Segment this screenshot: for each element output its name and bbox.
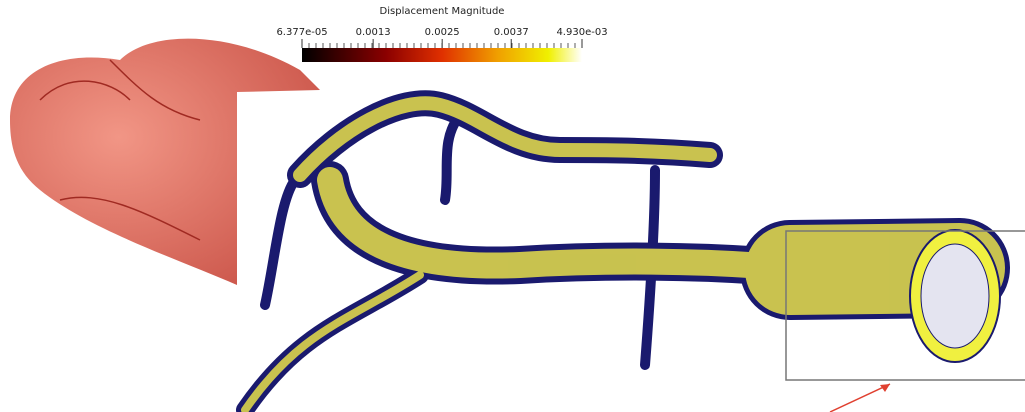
tick-label: 0.0013 <box>356 27 391 38</box>
tick-label: 4.930e-03 <box>556 27 607 38</box>
colorbar-title: Displacement Magnitude <box>380 6 505 17</box>
pointer-arrow <box>830 384 890 412</box>
visualization: Displacement Magnitude 6.377e-05 0.0013 0.… <box>0 0 1025 412</box>
colorbar <box>302 48 582 62</box>
tick-label: 6.377e-05 <box>276 27 327 38</box>
tick-label: 0.0037 <box>494 27 529 38</box>
colorbar-axis: 6.377e-05 0.0013 0.0025 0.0037 4.930e-03 <box>276 27 607 48</box>
tick-label: 0.0025 <box>425 27 460 38</box>
mesh-vessels <box>245 103 1000 410</box>
